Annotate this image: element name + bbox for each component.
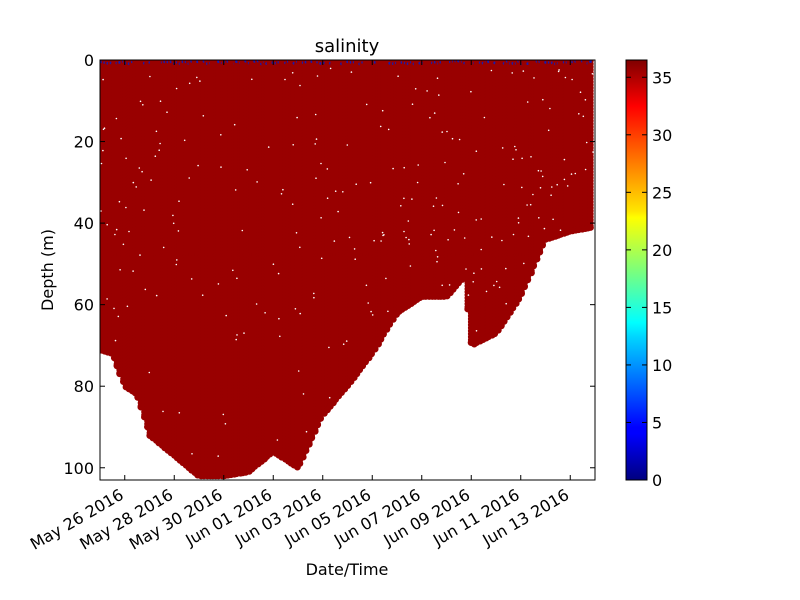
- chart-title: salinity: [315, 36, 380, 57]
- data-points: [100, 60, 594, 480]
